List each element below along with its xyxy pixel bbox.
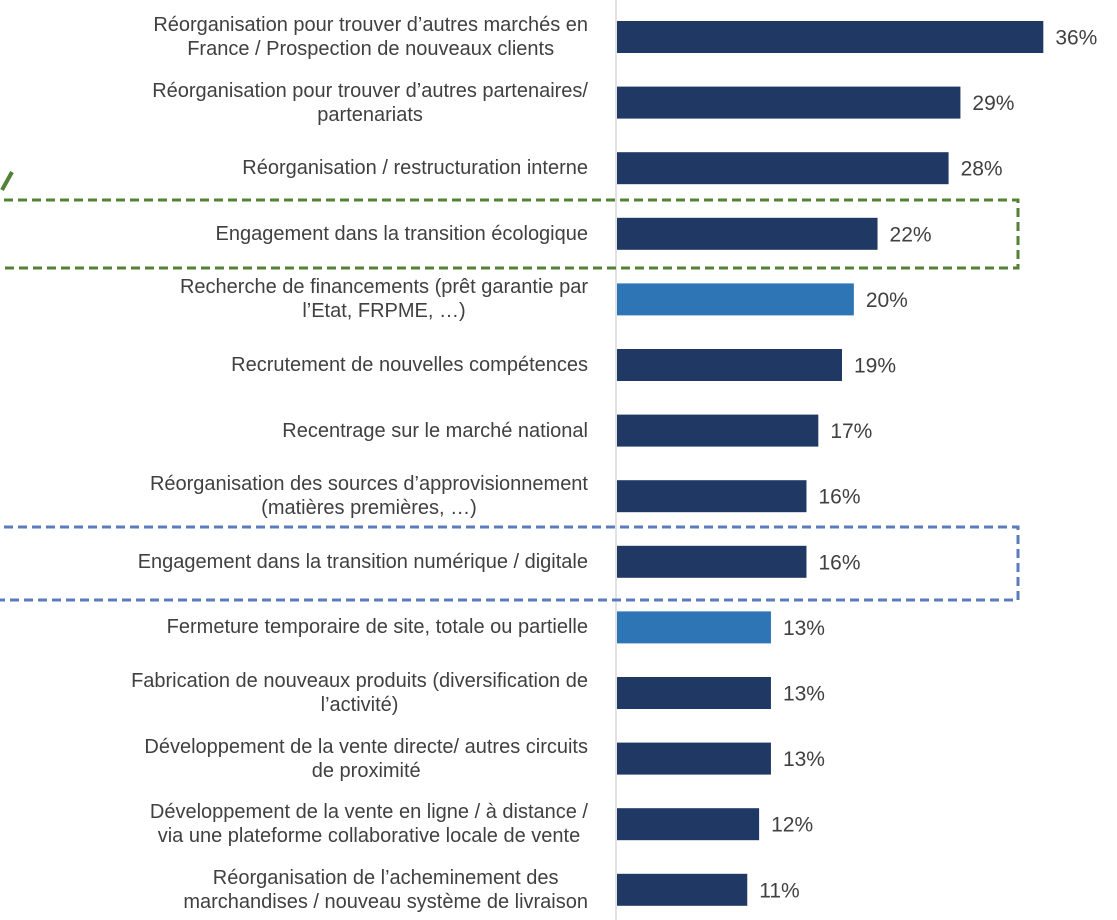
category-label: Fermeture temporaire de site, totale ou … [166, 616, 588, 639]
value-label: 11% [759, 879, 799, 902]
category-label: Réorganisation de l’acheminement des mar… [183, 866, 588, 913]
bar [617, 873, 748, 906]
bar [617, 21, 1044, 53]
category-label: Recherche de financements (prêt garantie… [179, 276, 588, 323]
bar [617, 414, 819, 447]
bar [617, 349, 842, 381]
bar [617, 217, 878, 250]
bar [617, 545, 807, 578]
category-label: Réorganisation / restructuration interne [242, 157, 588, 180]
bar [617, 808, 760, 841]
bar [617, 283, 854, 316]
value-label: 19% [854, 355, 896, 378]
value-label: 13% [783, 617, 825, 640]
arrow-fragment [0, 171, 14, 191]
value-label: 36% [1055, 27, 1097, 50]
category-label: Développement de la vente directe/ autre… [144, 735, 588, 782]
bar [617, 152, 949, 185]
value-label: 20% [866, 289, 908, 312]
value-label: 13% [783, 683, 825, 706]
category-label: Développement de la vente en ligne / à d… [149, 801, 588, 848]
value-label: 29% [972, 92, 1014, 115]
value-label: 12% [771, 814, 813, 837]
bar [617, 677, 771, 709]
category-label: Fabrication de nouveaux produits (divers… [131, 670, 588, 716]
category-label: Réorganisation pour trouver d’autres mar… [153, 14, 588, 60]
category-label: Réorganisation pour trouver d’autres par… [152, 79, 588, 126]
category-label: Engagement dans la transition écologique [215, 222, 588, 245]
highlight-box [0, 525, 1020, 602]
category-label: Réorganisation des sources d’approvision… [149, 473, 588, 520]
bar [617, 480, 807, 513]
value-label: 17% [830, 420, 872, 443]
bar [617, 86, 961, 119]
value-label: 22% [890, 223, 932, 246]
value-label: 16% [818, 486, 860, 509]
category-label: Engagement dans la transition numérique … [137, 550, 588, 573]
bar [617, 611, 771, 644]
value-label: 16% [818, 551, 860, 574]
value-label: 13% [783, 748, 825, 771]
category-label: Recrutement de nouvelles compétences [231, 354, 588, 376]
category-label: Recentrage sur le marché national [282, 419, 588, 442]
highlight-box [0, 198, 1020, 270]
value-label: 28% [961, 158, 1003, 181]
bar [617, 742, 771, 775]
